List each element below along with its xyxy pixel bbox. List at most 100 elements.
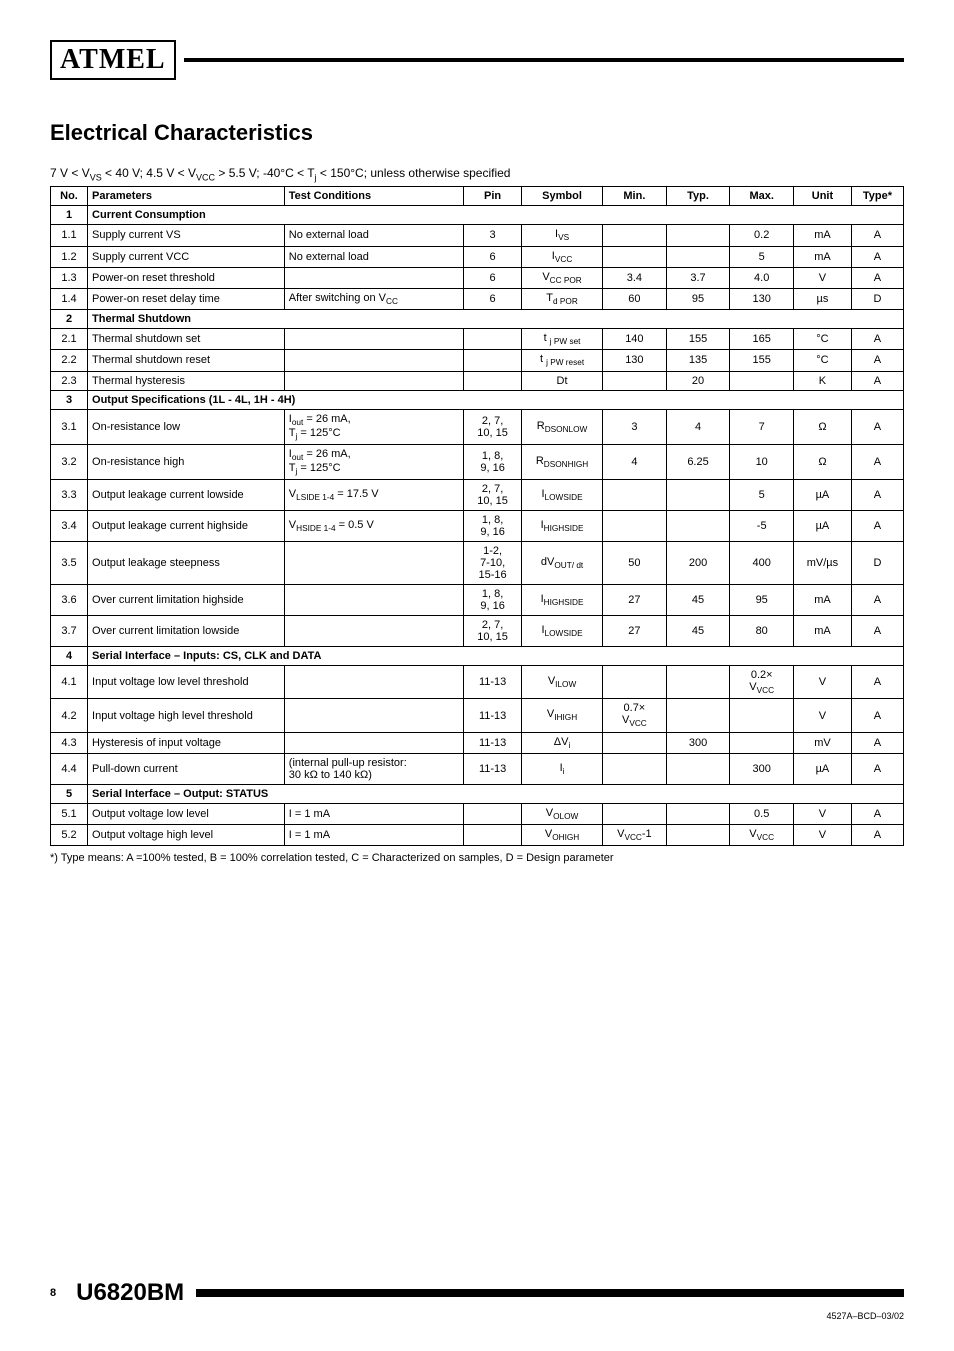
table-row: 1.2Supply current VCCNo external load6IV… xyxy=(51,246,904,267)
table-row: 3.1On-resistance lowIout = 26 mA,Tj = 12… xyxy=(51,409,904,444)
row-max: 0.5 xyxy=(730,803,794,824)
row-param: Thermal shutdown set xyxy=(88,329,285,350)
row-symbol: VOLOW xyxy=(522,803,603,824)
row-typ: 20 xyxy=(666,371,730,390)
row-min xyxy=(603,511,667,542)
row-no: 3.4 xyxy=(51,511,88,542)
table-row: 2.2Thermal shutdown resett j PW reset130… xyxy=(51,350,904,371)
row-param: Output leakage current highside xyxy=(88,511,285,542)
row-no: 4.3 xyxy=(51,732,88,753)
table-row: 3.4Output leakage current highsideVHSIDE… xyxy=(51,511,904,542)
row-min xyxy=(603,371,667,390)
row-max: 0.2 xyxy=(730,225,794,246)
table-row: 4.3Hysteresis of input voltage11-13ΔVi30… xyxy=(51,732,904,753)
row-param: Output leakage current lowside xyxy=(88,480,285,511)
row-pin: 1, 8,9, 16 xyxy=(464,444,522,479)
row-no: 3.3 xyxy=(51,480,88,511)
row-pin: 1-2,7-10,15-16 xyxy=(464,542,522,585)
row-pin xyxy=(464,371,522,390)
row-type: A xyxy=(851,732,903,753)
row-cond: VHSIDE 1-4 = 0.5 V xyxy=(284,511,463,542)
row-param: Hysteresis of input voltage xyxy=(88,732,285,753)
row-typ xyxy=(666,225,730,246)
row-typ: 135 xyxy=(666,350,730,371)
table-row: 5.2Output voltage high levelI = 1 mAVOHI… xyxy=(51,825,904,846)
row-pin: 11-13 xyxy=(464,666,522,699)
col-header: Typ. xyxy=(666,187,730,206)
row-cond: VLSIDE 1-4 = 17.5 V xyxy=(284,480,463,511)
row-param: Over current limitation lowside xyxy=(88,616,285,647)
row-min: 50 xyxy=(603,542,667,585)
row-cond: I = 1 mA xyxy=(284,803,463,824)
row-param: Output voltage low level xyxy=(88,803,285,824)
row-symbol: IVS xyxy=(522,225,603,246)
row-symbol: RDSONHIGH xyxy=(522,444,603,479)
row-type: A xyxy=(851,825,903,846)
row-max: 10 xyxy=(730,444,794,479)
row-max: 300 xyxy=(730,753,794,784)
row-unit: mV/µs xyxy=(794,542,852,585)
row-unit: Ω xyxy=(794,444,852,479)
row-max: 5 xyxy=(730,480,794,511)
type-footnote: *) Type means: A =100% tested, B = 100% … xyxy=(50,852,904,864)
row-typ: 155 xyxy=(666,329,730,350)
col-header: No. xyxy=(51,187,88,206)
row-type: D xyxy=(851,288,903,309)
row-min xyxy=(603,732,667,753)
row-type: A xyxy=(851,409,903,444)
row-no: 2.1 xyxy=(51,329,88,350)
row-min: 3.4 xyxy=(603,267,667,288)
row-unit: µA xyxy=(794,511,852,542)
row-cond: Iout = 26 mA,Tj = 125°C xyxy=(284,409,463,444)
row-type: A xyxy=(851,444,903,479)
row-no: 3.2 xyxy=(51,444,88,479)
row-typ xyxy=(666,511,730,542)
row-no: 4.1 xyxy=(51,666,88,699)
footer-rule xyxy=(196,1289,904,1297)
row-max xyxy=(730,371,794,390)
row-no: 3.5 xyxy=(51,542,88,585)
row-param: Power-on reset delay time xyxy=(88,288,285,309)
row-pin: 3 xyxy=(464,225,522,246)
row-min: 3 xyxy=(603,409,667,444)
header-bar: ATMEL xyxy=(50,40,904,80)
row-no: 3.7 xyxy=(51,616,88,647)
row-min xyxy=(603,803,667,824)
row-symbol: IVCC xyxy=(522,246,603,267)
row-param: On-resistance low xyxy=(88,409,285,444)
row-unit: µA xyxy=(794,753,852,784)
row-param: Output leakage steepness xyxy=(88,542,285,585)
row-cond xyxy=(284,329,463,350)
row-unit: °C xyxy=(794,350,852,371)
row-no: 3 xyxy=(51,390,88,409)
row-pin xyxy=(464,350,522,371)
row-pin: 2, 7,10, 15 xyxy=(464,480,522,511)
row-unit: mA xyxy=(794,585,852,616)
table-row: 4.4Pull-down current(internal pull-up re… xyxy=(51,753,904,784)
table-row: 5.1Output voltage low levelI = 1 mAVOLOW… xyxy=(51,803,904,824)
row-type: A xyxy=(851,267,903,288)
row-max: VVCC xyxy=(730,825,794,846)
row-typ xyxy=(666,480,730,511)
table-row: 1.4Power-on reset delay timeAfter switch… xyxy=(51,288,904,309)
row-unit: K xyxy=(794,371,852,390)
table-row: 1.1Supply current VSNo external load3IVS… xyxy=(51,225,904,246)
page-footer: 8 U6820BM 4527A–BCD–03/02 xyxy=(50,1279,904,1321)
row-cond xyxy=(284,616,463,647)
row-min: 130 xyxy=(603,350,667,371)
row-no: 4.2 xyxy=(51,699,88,732)
row-type: A xyxy=(851,350,903,371)
row-typ: 200 xyxy=(666,542,730,585)
row-max: 95 xyxy=(730,585,794,616)
row-type: A xyxy=(851,246,903,267)
row-symbol: VOHIGH xyxy=(522,825,603,846)
row-pin: 1, 8,9, 16 xyxy=(464,511,522,542)
row-typ: 3.7 xyxy=(666,267,730,288)
row-max xyxy=(730,699,794,732)
row-type: D xyxy=(851,542,903,585)
header-rule xyxy=(184,58,904,62)
row-unit: V xyxy=(794,699,852,732)
row-min: 60 xyxy=(603,288,667,309)
section-row: 2Thermal Shutdown xyxy=(51,310,904,329)
section-row: 3Output Specifications (1L - 4L, 1H - 4H… xyxy=(51,390,904,409)
